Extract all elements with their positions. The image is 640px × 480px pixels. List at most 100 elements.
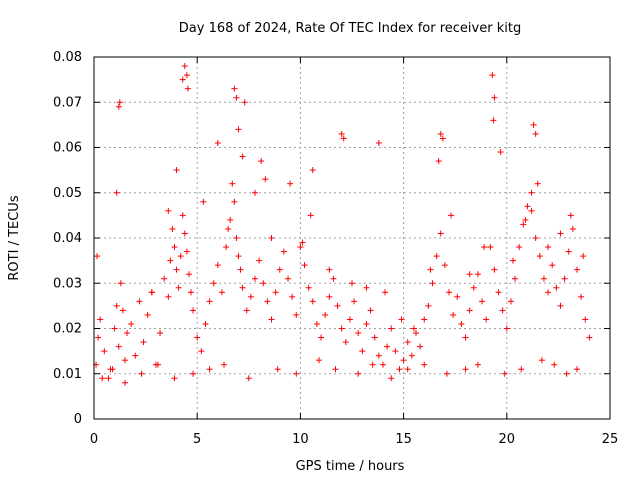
data-point xyxy=(573,366,580,373)
data-point xyxy=(479,298,486,305)
data-point xyxy=(198,348,205,355)
data-point xyxy=(375,139,382,146)
data-point xyxy=(410,325,417,332)
data-point xyxy=(214,262,221,269)
data-point xyxy=(111,325,118,332)
plot-frame xyxy=(93,56,611,420)
data-point xyxy=(190,307,197,314)
data-point xyxy=(462,334,469,341)
y-tick-label: 0.06 xyxy=(53,141,82,156)
data-point xyxy=(97,316,104,323)
data-point xyxy=(318,334,325,341)
data-point xyxy=(497,149,504,156)
data-point xyxy=(101,348,108,355)
data-point xyxy=(95,334,102,341)
data-point xyxy=(309,298,316,305)
data-point xyxy=(375,352,382,359)
data-point xyxy=(495,289,502,296)
data-point xyxy=(181,63,188,70)
data-point xyxy=(338,130,345,137)
data-point xyxy=(301,262,308,269)
data-point xyxy=(332,366,339,373)
data-point xyxy=(183,72,190,79)
data-point xyxy=(421,361,428,368)
data-point xyxy=(185,271,192,278)
data-points xyxy=(93,63,593,386)
data-point xyxy=(206,298,213,305)
data-point xyxy=(121,357,128,364)
data-point xyxy=(404,366,411,373)
data-point xyxy=(524,203,531,210)
data-point xyxy=(276,266,283,273)
data-point xyxy=(188,289,195,296)
data-point xyxy=(557,230,564,237)
y-tick-label: 0.03 xyxy=(53,276,82,291)
data-point xyxy=(586,334,593,341)
data-point xyxy=(260,280,267,287)
data-point xyxy=(474,361,481,368)
data-point xyxy=(491,94,498,101)
data-point xyxy=(171,244,178,251)
data-point xyxy=(299,239,306,246)
data-point xyxy=(441,262,448,269)
data-point xyxy=(206,366,213,373)
data-point xyxy=(509,257,516,264)
data-point xyxy=(503,325,510,332)
data-point xyxy=(342,339,349,346)
data-point xyxy=(553,284,560,291)
y-tick-label: 0.05 xyxy=(53,186,82,201)
data-point xyxy=(305,284,312,291)
data-point xyxy=(167,257,174,264)
data-point xyxy=(173,266,180,273)
x-tick-labels: 0 5 10 15 20 25 xyxy=(90,432,618,447)
data-point xyxy=(388,375,395,382)
data-point xyxy=(233,235,240,241)
data-point xyxy=(272,289,279,296)
data-point xyxy=(116,99,123,106)
axis-ticks xyxy=(93,56,611,420)
data-point xyxy=(128,320,135,327)
data-point xyxy=(392,348,399,355)
data-point xyxy=(462,366,469,373)
data-point xyxy=(425,302,432,309)
data-point xyxy=(115,343,122,350)
data-point xyxy=(578,293,585,300)
data-point xyxy=(313,320,320,327)
data-point xyxy=(412,330,419,337)
data-point xyxy=(549,262,556,269)
y-tick-label: 0.02 xyxy=(53,322,82,337)
data-point xyxy=(359,348,366,355)
data-point xyxy=(516,244,523,251)
y-tick-labels: 0 0.01 0.02 0.03 0.04 0.05 0.06 0.07 0.08 xyxy=(53,50,82,427)
data-point xyxy=(349,280,355,287)
y-axis-label: ROTI / TECUs xyxy=(7,195,22,280)
data-point xyxy=(245,375,252,382)
data-point xyxy=(557,302,564,309)
data-point xyxy=(450,311,457,318)
gridlines xyxy=(94,57,610,419)
data-point xyxy=(183,248,190,255)
data-point xyxy=(530,121,537,128)
data-point xyxy=(491,266,498,273)
data-point xyxy=(309,167,316,174)
data-point xyxy=(264,298,271,305)
data-point xyxy=(400,357,407,364)
data-point xyxy=(474,271,481,278)
data-point xyxy=(169,225,176,232)
data-point xyxy=(293,370,300,377)
data-point xyxy=(355,330,362,337)
data-point xyxy=(289,293,296,300)
data-point xyxy=(582,316,589,323)
data-point xyxy=(522,216,529,223)
data-point xyxy=(99,375,106,382)
data-point xyxy=(446,289,453,296)
data-point xyxy=(165,293,172,300)
data-point xyxy=(501,370,508,377)
data-point xyxy=(545,244,552,251)
data-point xyxy=(113,302,120,309)
data-point xyxy=(144,311,151,318)
data-point xyxy=(454,293,461,300)
x-tick-label: 25 xyxy=(602,432,619,447)
data-point xyxy=(115,103,122,110)
